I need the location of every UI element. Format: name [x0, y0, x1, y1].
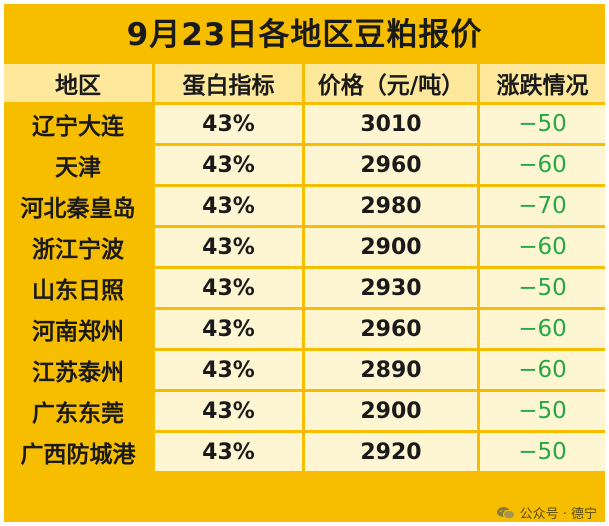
price-cell: 2960: [305, 146, 480, 184]
change-cell: −70: [480, 187, 605, 225]
price-cell: 2920: [305, 433, 480, 471]
change-cell: −60: [480, 228, 605, 266]
region-cell: 广东东莞: [4, 392, 155, 430]
price-card: 9月23日各地区豆粕报价 地区 蛋白指标 价格（元/吨） 涨跌情况 辽宁大连 4…: [4, 4, 605, 522]
header-price: 价格（元/吨）: [305, 64, 480, 102]
price-cell: 2960: [305, 310, 480, 348]
protein-cell: 43%: [155, 392, 305, 430]
price-cell: 2900: [305, 228, 480, 266]
header-change: 涨跌情况: [480, 64, 605, 102]
change-cell: −50: [480, 269, 605, 307]
change-cell: −50: [480, 433, 605, 471]
region-cell: 江苏泰州: [4, 351, 155, 389]
header-region: 地区: [4, 64, 155, 102]
table-row: 辽宁大连 43% 3010 −50: [4, 105, 605, 143]
table-header-row: 地区 蛋白指标 价格（元/吨） 涨跌情况: [4, 64, 605, 102]
change-cell: −60: [480, 310, 605, 348]
protein-cell: 43%: [155, 146, 305, 184]
table-row: 天津 43% 2960 −60: [4, 146, 605, 184]
header-protein: 蛋白指标: [155, 64, 305, 102]
region-cell: 山东日照: [4, 269, 155, 307]
table-row: 山东日照 43% 2930 −50: [4, 269, 605, 307]
price-cell: 3010: [305, 105, 480, 143]
table-row: 广东东莞 43% 2900 −50: [4, 392, 605, 430]
region-cell: 广西防城港: [4, 433, 155, 471]
watermark: 公众号 · 德宁: [496, 503, 597, 522]
region-cell: 浙江宁波: [4, 228, 155, 266]
price-cell: 2930: [305, 269, 480, 307]
protein-cell: 43%: [155, 269, 305, 307]
change-cell: −60: [480, 351, 605, 389]
price-table: 地区 蛋白指标 价格（元/吨） 涨跌情况 辽宁大连 43% 3010 −50 天…: [4, 61, 605, 474]
table-row: 浙江宁波 43% 2900 −60: [4, 228, 605, 266]
change-cell: −60: [480, 146, 605, 184]
wechat-icon: [496, 506, 516, 520]
page-title: 9月23日各地区豆粕报价: [126, 16, 483, 53]
region-cell: 天津: [4, 146, 155, 184]
table-row: 河北秦皇岛 43% 2980 −70: [4, 187, 605, 225]
price-cell: 2900: [305, 392, 480, 430]
table-row: 河南郑州 43% 2960 −60: [4, 310, 605, 348]
change-cell: −50: [480, 105, 605, 143]
protein-cell: 43%: [155, 351, 305, 389]
price-cell: 2890: [305, 351, 480, 389]
table-row: 广西防城港 43% 2920 −50: [4, 433, 605, 471]
price-cell: 2980: [305, 187, 480, 225]
protein-cell: 43%: [155, 105, 305, 143]
watermark-text: 公众号 · 德宁: [519, 507, 597, 522]
protein-cell: 43%: [155, 433, 305, 471]
region-cell: 河南郑州: [4, 310, 155, 348]
protein-cell: 43%: [155, 187, 305, 225]
protein-cell: 43%: [155, 228, 305, 266]
table-row: 江苏泰州 43% 2890 −60: [4, 351, 605, 389]
region-cell: 辽宁大连: [4, 105, 155, 143]
change-cell: −50: [480, 392, 605, 430]
protein-cell: 43%: [155, 310, 305, 348]
region-cell: 河北秦皇岛: [4, 187, 155, 225]
